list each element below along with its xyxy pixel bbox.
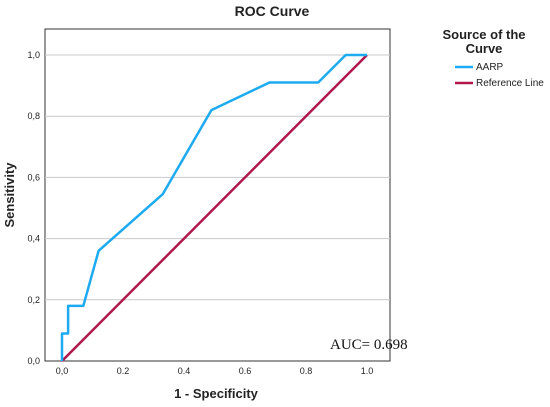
y-tick-label: 0,2 bbox=[27, 295, 40, 305]
legend-label-aarp: AARP bbox=[476, 62, 504, 73]
x-tick-label: 0,0 bbox=[56, 366, 69, 376]
x-tick-labels: 0,0 0.2 0.4 0.6 0.8 1.0 bbox=[56, 366, 374, 376]
legend-title-line2: Curve bbox=[466, 41, 503, 56]
x-axis-label: 1 - Specificity bbox=[174, 386, 259, 401]
y-tick-label: 0,8 bbox=[27, 111, 40, 121]
legend: Source of the Curve AARP Reference Line bbox=[442, 27, 544, 89]
y-tick-label: 0,0 bbox=[27, 356, 40, 366]
y-tick-label: 1,0 bbox=[27, 50, 40, 60]
legend-title-line1: Source of the bbox=[442, 27, 525, 42]
grid-lines bbox=[45, 54, 390, 301]
series-line-aarp bbox=[60, 53, 367, 361]
chart-title: ROC Curve bbox=[235, 3, 310, 19]
legend-label-reference: Reference Line bbox=[476, 78, 544, 89]
series-lines bbox=[60, 53, 368, 362]
y-tick-label: 0,4 bbox=[27, 234, 40, 244]
series-line-reference-line bbox=[61, 54, 368, 362]
y-axis-label: Sensitivity bbox=[2, 162, 17, 228]
plot-frame bbox=[44, 28, 391, 362]
x-tick-label: 0.8 bbox=[300, 366, 313, 376]
x-tick-label: 0.6 bbox=[239, 366, 252, 376]
auc-annotation: AUC= 0.698 bbox=[330, 337, 408, 353]
x-tick-label: 1.0 bbox=[361, 366, 374, 376]
x-tick-label: 0.2 bbox=[117, 366, 130, 376]
y-tick-labels: 0,0 0,2 0,4 0,6 0,8 1,0 bbox=[27, 50, 40, 366]
x-tick-label: 0.4 bbox=[178, 366, 191, 376]
y-tick-label: 0,6 bbox=[27, 172, 40, 182]
